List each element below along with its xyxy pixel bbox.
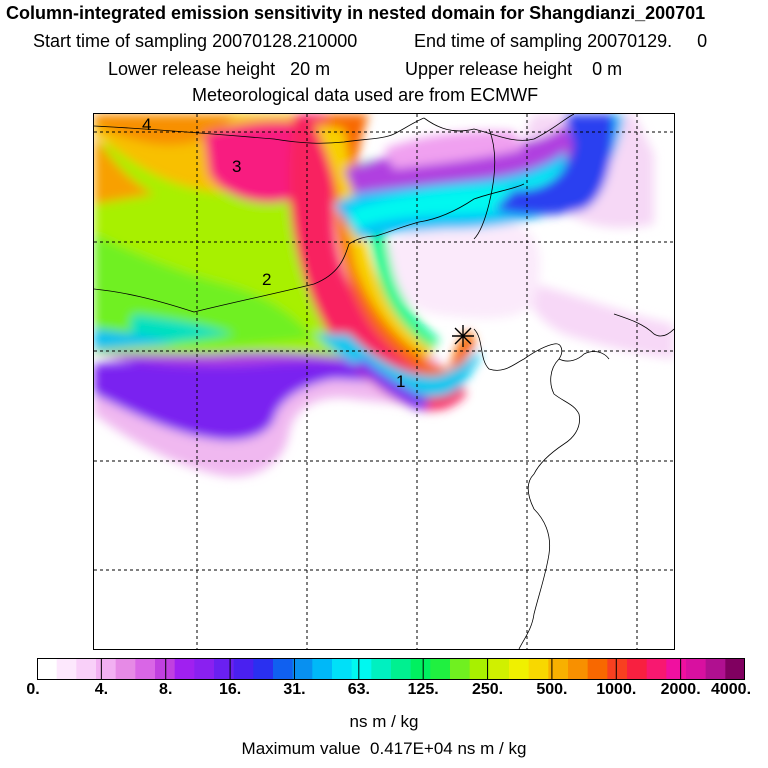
plot-title: Column-integrated emission sensitivity i… [6,3,706,23]
colorbar-cell [705,658,726,680]
met-data-label: Meteorological data used are from ECMWF [192,85,539,105]
colorbar-cell [135,658,156,680]
sensitivity-field [94,114,674,477]
end-sampling-label: End time of sampling 20070129. 0 [414,31,708,51]
colorbar-tick-label: 8. [159,681,173,698]
contour-label-4: 4 [142,115,151,134]
colorbar-tick-label: 31. [283,681,306,698]
colorbar-cell [273,658,294,680]
colorbar-cell [607,658,628,680]
lower-release-label: Lower release height 20 m [108,59,331,79]
colorbar-unit: ns m / kg [349,712,419,731]
colorbar-cell [430,658,451,680]
colorbar-cell [410,658,431,680]
colorbar-cell [686,658,707,680]
colorbar-tick-label: 4. [94,681,109,698]
colorbar-cell [528,658,549,680]
contour-label-3: 3 [232,157,241,176]
colorbar-cell [155,658,176,680]
colorbar-cell [627,658,648,680]
colorbar-cell [587,658,608,680]
colorbar-tick-label: 4000. [710,681,752,698]
colorbar-cell [469,658,490,680]
colorbar-tick-label: 16. [218,681,242,698]
colorbar-cell [450,658,471,680]
coastlines [94,114,674,649]
colorbar-cell [96,658,117,680]
colorbar-tick-label: 0. [26,681,40,698]
colorbar-cell [253,658,274,680]
colorbar-cell [646,658,667,680]
map-canvas: 4 3 2 1 [94,114,674,649]
colorbar-cell [371,658,392,680]
receptor-star-icon [452,325,474,347]
upper-release-label: Upper release height 0 m [405,59,623,79]
colorbar-tick-label: 2000. [660,681,701,698]
colorbar-cell [194,658,215,680]
colorbar-cell [391,658,412,680]
sensitivity-map: 4 3 2 1 [93,113,675,650]
colorbar-tick-label: 1000. [596,681,637,698]
colorbar-cell [174,658,195,680]
colorbar-tick-label: 63. [347,681,370,698]
colorbar-cell [56,658,77,680]
contour-label-2: 2 [262,270,271,289]
colorbar-cell [115,658,136,680]
colorbar-tick-label: 500. [536,681,568,698]
colorbar-cell [509,658,530,680]
colorbar-cell [568,658,589,680]
colorbar-tick-label: 250. [471,681,504,698]
colorbar-tick-label: 125. [407,681,439,698]
colorbar-cell [37,658,58,680]
contour-label-1: 1 [396,372,405,391]
colorbar-cell [351,658,372,680]
colorbar-cell [312,658,333,680]
colorbar [37,658,745,680]
colorbar-cell [214,658,235,680]
colorbar-cell [725,658,745,680]
colorbar-cell [548,658,569,680]
start-sampling-label: Start time of sampling 20070128.210000 [33,31,358,51]
colorbar-cell [332,658,353,680]
colorbar-cell [233,658,254,680]
maximum-value-label: Maximum value 0.417E+04 ns m / kg [241,739,527,758]
colorbar-cell [489,658,510,680]
colorbar-cell [666,658,687,680]
colorbar-cell [76,658,97,680]
colorbar-cell [292,658,313,680]
